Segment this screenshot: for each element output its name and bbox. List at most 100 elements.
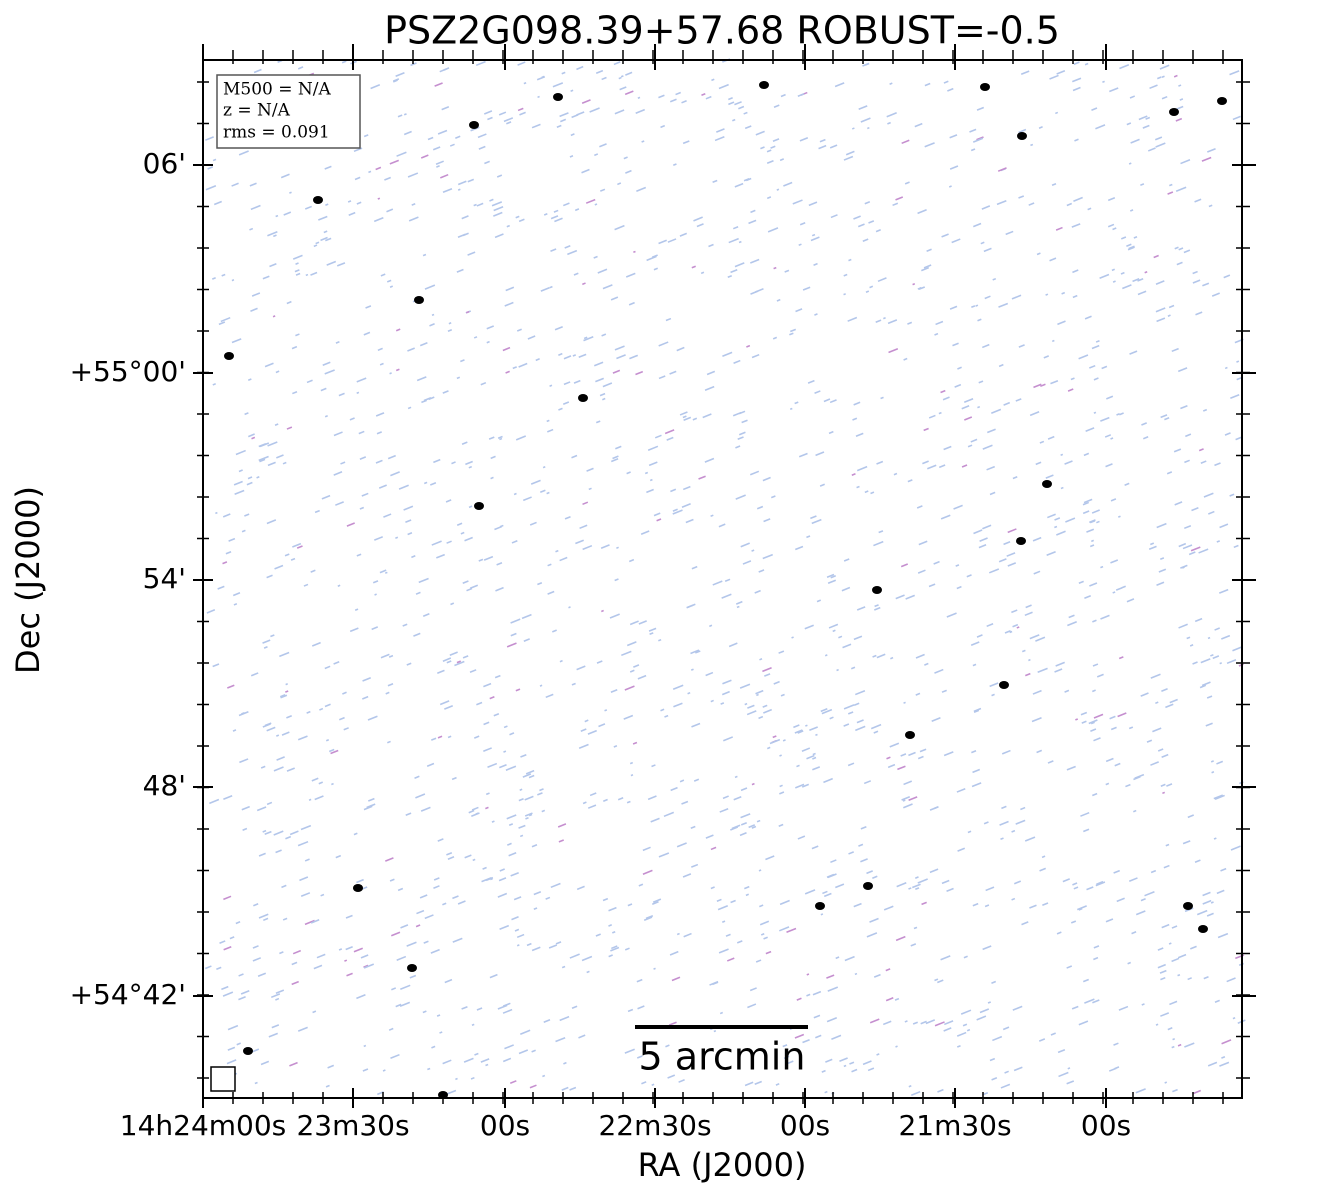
y-tick-label: 54' <box>143 562 186 595</box>
noise-speck <box>292 390 298 395</box>
noise-speck <box>779 158 785 162</box>
noise-speck <box>658 852 670 858</box>
noise-speck <box>256 476 260 479</box>
noise-speck <box>1221 1056 1226 1059</box>
noise-speck <box>573 379 581 384</box>
noise-speck <box>451 461 456 465</box>
noise-speck <box>713 1029 717 1033</box>
noise-speck <box>505 286 515 292</box>
noise-speck <box>335 854 342 859</box>
noise-speck <box>641 140 645 143</box>
noise-speck <box>654 434 662 439</box>
noise-speck <box>1127 961 1132 965</box>
noise-speck <box>1168 942 1172 945</box>
noise-speck <box>942 396 950 401</box>
noise-speck <box>354 608 359 611</box>
noise-speck <box>940 514 951 520</box>
noise-speck <box>991 1076 998 1081</box>
noise-speck <box>569 1086 577 1091</box>
noise-speck <box>346 522 355 527</box>
noise-speck <box>1183 249 1191 254</box>
noise-speck <box>915 887 920 891</box>
noise-speck <box>528 813 533 817</box>
noise-speck <box>851 127 855 130</box>
noise-speck <box>386 208 394 213</box>
noise-speck <box>1032 536 1042 542</box>
noise-speck <box>1030 143 1034 147</box>
noise-speck <box>812 990 822 996</box>
noise-speck <box>874 604 879 608</box>
noise-speck <box>273 766 284 772</box>
noise-speck <box>1028 202 1035 206</box>
noise-speck <box>239 758 249 764</box>
noise-speck <box>679 779 685 783</box>
noise-speck <box>951 238 961 244</box>
noise-speck <box>636 1055 643 1059</box>
noise-speck <box>1000 1083 1011 1089</box>
noise-speck <box>1035 461 1042 466</box>
noise-speck <box>1018 128 1027 134</box>
noise-speck <box>205 185 217 191</box>
noise-speck <box>547 563 552 567</box>
noise-speck <box>795 783 805 789</box>
noise-speck <box>1078 354 1089 360</box>
noise-speck <box>956 1045 961 1048</box>
noise-speck <box>499 924 510 931</box>
noise-speck <box>508 823 514 826</box>
noise-speck <box>1109 87 1119 93</box>
noise-speck <box>925 1019 936 1025</box>
noise-speck <box>447 856 455 860</box>
noise-speck <box>559 659 563 663</box>
noise-speck <box>934 978 939 982</box>
source <box>1016 537 1026 545</box>
noise-speck <box>1128 726 1134 730</box>
noise-speck <box>477 133 487 139</box>
noise-speck <box>1024 836 1036 842</box>
noise-speck <box>241 529 246 533</box>
noise-speck <box>1159 64 1170 70</box>
noise-speck <box>1164 1081 1168 1084</box>
noise-speck <box>506 842 512 846</box>
noise-speck <box>1224 432 1231 436</box>
noise-speck <box>717 905 729 911</box>
noise-speck <box>745 893 750 897</box>
noise-speck <box>1192 661 1198 665</box>
noise-speck <box>363 964 369 968</box>
noise-speck <box>491 820 495 823</box>
noise-speck <box>773 266 777 270</box>
noise-speck <box>991 980 997 984</box>
noise-speck <box>612 455 619 460</box>
noise-speck <box>645 914 654 920</box>
noise-speck <box>856 719 864 724</box>
noise-speck <box>1095 881 1106 887</box>
noise-speck <box>1178 84 1182 87</box>
noise-speck <box>433 877 440 881</box>
noise-speck <box>647 795 657 801</box>
noise-speck <box>316 953 326 959</box>
noise-speck <box>238 150 249 156</box>
noise-speck <box>338 392 345 397</box>
noise-speck <box>1201 156 1212 162</box>
noise-speck <box>250 204 261 211</box>
noise-speck <box>225 550 232 555</box>
noise-speck <box>421 399 427 404</box>
noise-speck <box>1216 889 1225 895</box>
noise-speck <box>812 766 821 771</box>
noise-speck <box>1210 653 1214 657</box>
noise-speck <box>223 895 232 901</box>
noise-speck <box>855 432 864 438</box>
noise-speck <box>814 390 821 395</box>
noise-speck <box>586 970 590 974</box>
noise-speck <box>915 653 925 659</box>
noise-speck <box>493 211 503 217</box>
noise-speck <box>762 476 771 482</box>
noise-speck <box>832 629 836 633</box>
noise-speck <box>928 583 936 588</box>
noise-speck <box>678 1079 685 1083</box>
noise-speck <box>779 784 783 788</box>
noise-speck <box>546 419 550 423</box>
noise-speck <box>940 955 951 961</box>
noise-speck <box>658 341 669 347</box>
noise-speck <box>653 967 656 970</box>
noise-speck <box>604 709 608 712</box>
